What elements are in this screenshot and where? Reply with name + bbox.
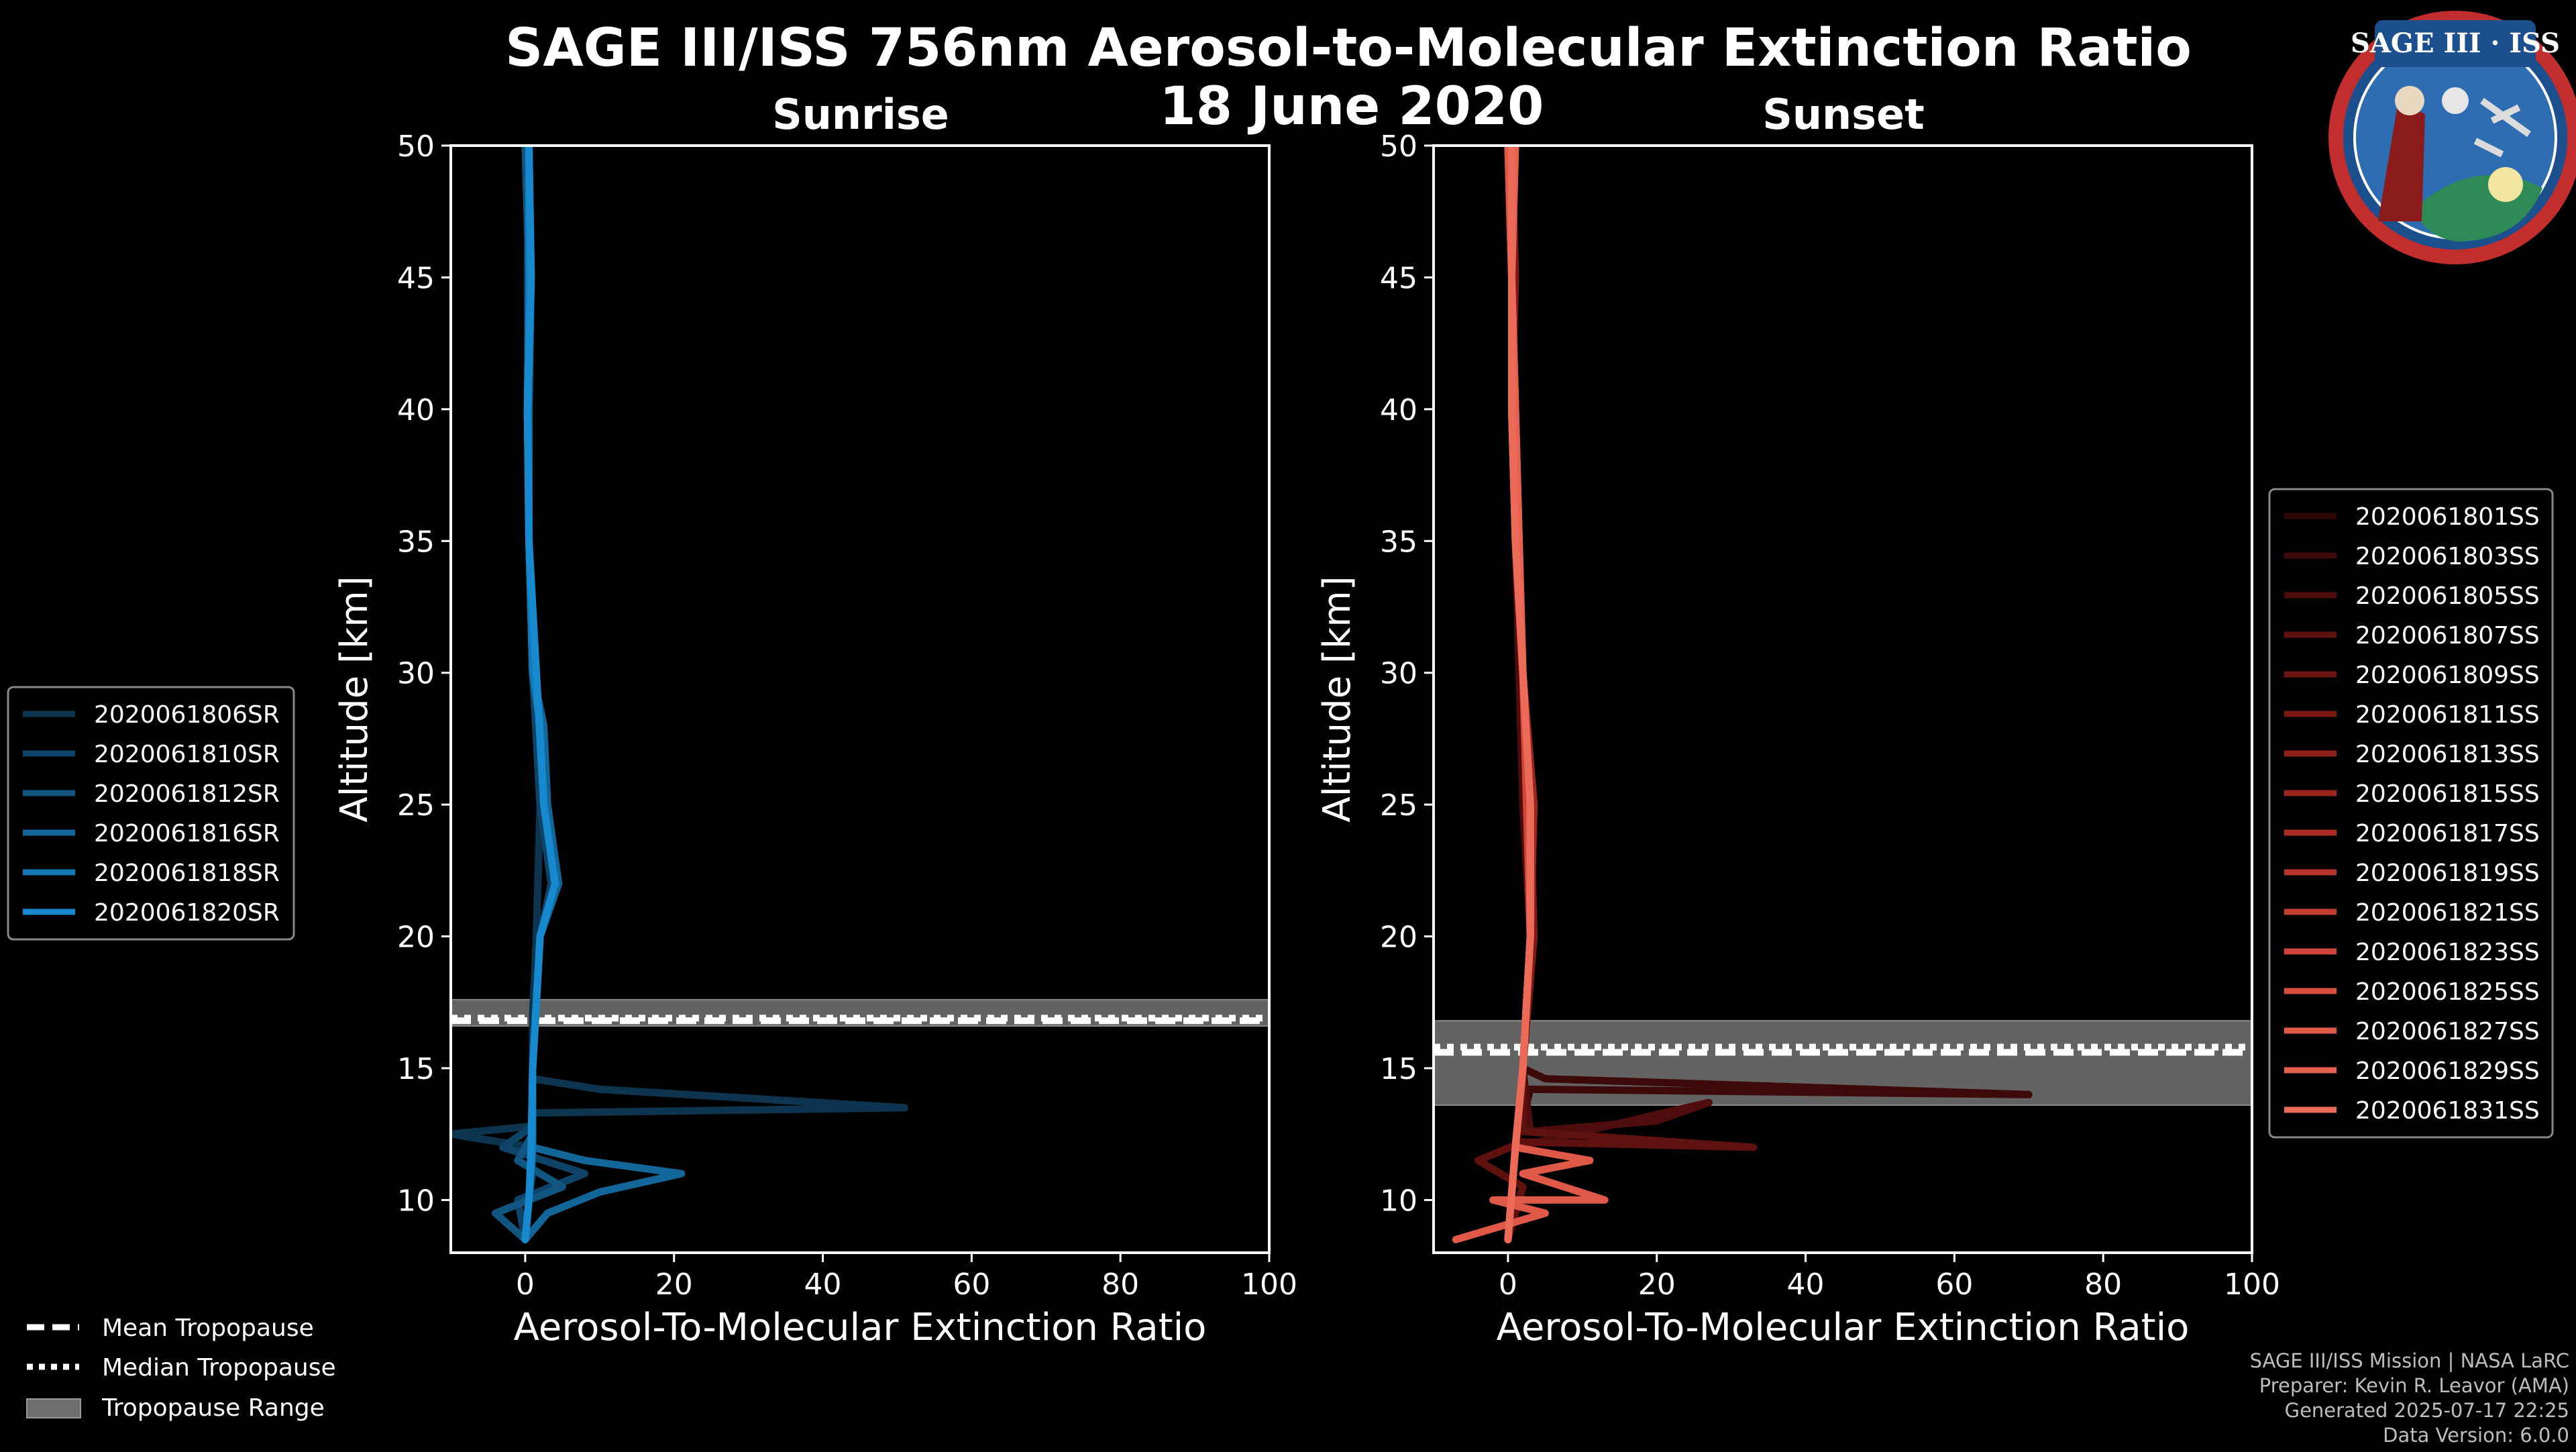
legend-label-2020061815SS: 2020061815SS	[2355, 780, 2540, 808]
legend-label-2020061816SR: 2020061816SR	[94, 820, 280, 847]
sunrise-x-tick-label: 60	[953, 1267, 990, 1302]
panel-title-sunrise: Sunrise	[772, 90, 949, 139]
space-station-icon	[2473, 97, 2531, 158]
legend-label-2020061820SR: 2020061820SR	[94, 899, 280, 927]
credit-data-version: Data Version: 6.0.0	[2383, 1424, 2569, 1447]
sunrise-plot-frame	[449, 144, 1271, 1254]
sunrise-y-tick-label: 20	[397, 921, 435, 955]
legend-label-2020061812SR: 2020061812SR	[94, 780, 280, 808]
legend-label-2020061819SS: 2020061819SS	[2355, 860, 2540, 887]
legend-label-2020061807SS: 2020061807SS	[2355, 622, 2540, 650]
sunset-series-group	[1452, 146, 2033, 1243]
tropopause-range-label: Tropopause Range	[101, 1394, 325, 1422]
legend-label-2020061818SR: 2020061818SR	[94, 860, 280, 887]
legend-label-2020061805SS: 2020061805SS	[2355, 582, 2540, 610]
sunrise-x-tick-label: 100	[1241, 1267, 1297, 1302]
sunset-y-tick-label: 20	[1380, 921, 1417, 955]
credit-mission: SAGE III/ISS Mission | NASA LaRC	[2250, 1349, 2569, 1372]
sunset-legend-box	[2268, 488, 2554, 1139]
legend-label-2020061821SS: 2020061821SS	[2355, 899, 2540, 927]
sunrise-y-tick-label: 15	[397, 1052, 435, 1086]
sunset-y-tick-label: 15	[1380, 1052, 1417, 1086]
series-line-2020061810SR	[499, 146, 589, 1243]
sunrise-series-legend: 2020061806SR 2020061810SR 2020061812SR 2020…	[7, 686, 295, 941]
series-line-2020061820SR	[521, 146, 559, 1243]
legend-label-2020061817SS: 2020061817SS	[2355, 820, 2540, 847]
sunrise-x-axis-label: Aerosol-To-Molecular Extinction Ratio	[514, 1306, 1207, 1349]
sunrise-y-tick-label: 35	[397, 525, 435, 559]
mean-tropopause-label: Mean Tropopause	[102, 1314, 314, 1342]
sunset-x-tick-label: 100	[2224, 1267, 2280, 1302]
legend-label-2020061829SS: 2020061829SS	[2355, 1057, 2540, 1085]
sunrise-series-group	[451, 146, 908, 1243]
sunset-x-tick-label: 60	[1935, 1267, 1973, 1302]
tropopause-range-swatch	[26, 1398, 81, 1418]
sunrise-y-tick-label: 40	[397, 393, 435, 427]
sunrise-x-tick-label: 40	[804, 1267, 842, 1302]
wizard-figure-icon	[2378, 101, 2425, 221]
sunrise-legend-box	[7, 686, 295, 941]
sunrise-x-tick-label: 20	[655, 1267, 693, 1302]
legend-label-2020061801SS: 2020061801SS	[2355, 503, 2540, 531]
credit-preparer: Preparer: Kevin R. Leavor (AMA)	[2259, 1374, 2569, 1397]
sunset-plot-frame	[1432, 144, 2253, 1254]
legend-label-2020061810SR: 2020061810SR	[94, 741, 280, 768]
sunrise-x-tick-label: 0	[516, 1267, 535, 1302]
series-line-2020061816SR	[521, 146, 686, 1243]
series-line-2020061806SR	[451, 146, 908, 1243]
sunset-y-tick-label: 35	[1380, 525, 1417, 559]
legend-label-2020061813SS: 2020061813SS	[2355, 741, 2540, 768]
figure-date: 18 June 2020	[1160, 76, 1544, 137]
sunrise-y-tick-label: 30	[397, 657, 435, 691]
sunset-x-tick-label: 0	[1499, 1267, 1517, 1302]
logo-text: SAGE III · ISS	[2351, 28, 2560, 59]
figure-title: SAGE III/ISS 756nm Aerosol-to-Molecular …	[505, 18, 2192, 79]
sunset-panel: 0 20 40 60 80 100 10 15 20 25 30 35 40 45 50 Aerosol-To…	[1316, 129, 2554, 1349]
panel-title-sunset: Sunset	[1762, 90, 1925, 139]
sunset-x-axis-label: Aerosol-To-Molecular Extinction Ratio	[1497, 1306, 2190, 1349]
sunrise-x-tick-label: 80	[1102, 1267, 1139, 1302]
legend-label-2020061803SS: 2020061803SS	[2355, 543, 2540, 570]
median-tropopause-label: Median Tropopause	[102, 1354, 336, 1382]
sage-iii-iss-logo: SAGE III · ISS	[2328, 11, 2576, 264]
legend-label-2020061811SS: 2020061811SS	[2355, 701, 2540, 729]
series-line-2020061831SS	[1504, 146, 1534, 1243]
sunset-series-legend: 2020061801SS 2020061803SS 2020061805SS 2020…	[2268, 488, 2554, 1139]
sunset-y-tick-label: 30	[1380, 657, 1417, 691]
credit-generated: Generated 2025-07-17 22:25	[2285, 1399, 2569, 1422]
sunset-x-tick-label: 20	[1638, 1267, 1676, 1302]
sunrise-y-tick-label: 45	[397, 261, 435, 295]
legend-label-2020061809SS: 2020061809SS	[2355, 662, 2540, 689]
moon-icon	[2442, 87, 2469, 114]
sunrise-y-tick-label: 25	[397, 788, 435, 823]
sunset-y-tick-label: 10	[1380, 1184, 1417, 1218]
sunrise-y-tick-label: 50	[397, 129, 435, 164]
legend-label-2020061806SR: 2020061806SR	[94, 701, 280, 729]
tropopause-legend: Mean Tropopause Median Tropopause Tropop…	[26, 1314, 336, 1422]
sunset-y-tick-label: 45	[1380, 261, 1417, 295]
legend-label-2020061827SS: 2020061827SS	[2355, 1018, 2540, 1045]
sunrise-y-tick-label: 10	[397, 1184, 435, 1218]
legend-label-2020061825SS: 2020061825SS	[2355, 978, 2540, 1006]
sunset-y-axis-label: Altitude [km]	[1316, 576, 1359, 822]
legend-label-2020061823SS: 2020061823SS	[2355, 939, 2540, 966]
credits: SAGE III/ISS Mission | NASA LaRC Prepare…	[2250, 1349, 2569, 1447]
sunrise-panel: 0 20 40 60 80 100 10 15 20 25 30 35 40 45 50 Aerosol-To…	[7, 129, 1297, 1349]
sunset-y-tick-label: 50	[1380, 129, 1417, 164]
sunset-x-tick-label: 80	[2084, 1267, 2122, 1302]
legend-label-2020061831SS: 2020061831SS	[2355, 1097, 2540, 1125]
sunset-x-tick-label: 40	[1787, 1267, 1825, 1302]
sunset-y-tick-label: 25	[1380, 788, 1417, 823]
sun-icon	[2488, 167, 2523, 202]
sunrise-y-axis-label: Altitude [km]	[333, 576, 376, 822]
sunset-y-tick-label: 40	[1380, 393, 1417, 427]
